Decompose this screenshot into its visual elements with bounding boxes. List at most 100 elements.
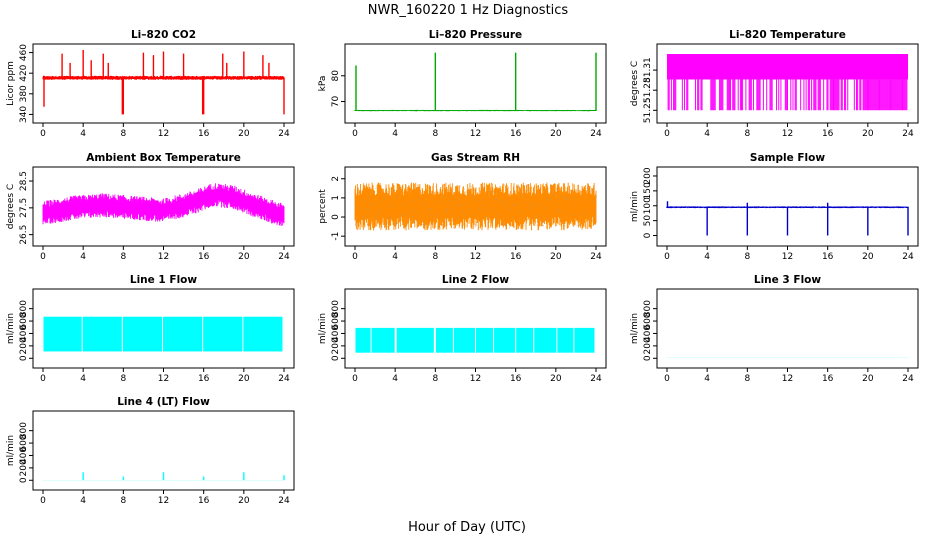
- x-tick-label: 16: [510, 252, 522, 262]
- y-tick-label: 0: [331, 214, 341, 220]
- x-tick-label: 4: [704, 374, 710, 384]
- x-tick-label: 4: [704, 129, 710, 139]
- y-tick-label: 200: [331, 337, 341, 354]
- y-tick-label: 460: [19, 44, 29, 61]
- x-tick-label: 12: [158, 129, 169, 139]
- x-tick-label: 24: [902, 374, 914, 384]
- x-tick-label: 24: [590, 252, 602, 262]
- series-l4: [42, 472, 285, 481]
- y-tick-label: 26.5: [19, 225, 29, 245]
- x-tick-label: 12: [782, 252, 793, 262]
- series-drops: [667, 79, 908, 111]
- x-tick-label: 8: [120, 129, 126, 139]
- series-spikes: [43, 50, 285, 115]
- x-tick-label: 0: [40, 496, 46, 506]
- series-block: [82, 316, 122, 352]
- y-tick-label: 800: [19, 422, 29, 439]
- series-sflow: [666, 201, 909, 236]
- y-axis-label: ml/min: [318, 313, 328, 344]
- series-block: [43, 316, 82, 352]
- series-spikes: [355, 52, 597, 111]
- x-tick-label: 12: [470, 252, 481, 262]
- series-block: [476, 327, 494, 353]
- series-spikes: [666, 201, 909, 236]
- series-block: [355, 327, 371, 353]
- series-press: [354, 52, 597, 112]
- x-tick-label: 16: [198, 252, 210, 262]
- y-tick-label: 1: [331, 195, 341, 201]
- x-tick-label: 24: [278, 496, 290, 506]
- panel-title: Ambient Box Temperature: [86, 152, 241, 164]
- x-tick-label: 0: [40, 129, 46, 139]
- x-tick-label: 12: [158, 496, 169, 506]
- series-block: [396, 327, 434, 353]
- y-tick-label: 600: [643, 312, 653, 329]
- x-tick-label: 4: [80, 496, 86, 506]
- series-line: [354, 109, 597, 112]
- x-tick-label: 24: [590, 129, 602, 139]
- y-tick-label: 27.5: [19, 198, 29, 218]
- x-tick-label: 8: [744, 252, 750, 262]
- x-tick-label: 8: [432, 374, 438, 384]
- x-tick-label: 20: [238, 496, 250, 506]
- x-tick-label: 20: [550, 374, 562, 384]
- y-tick-label: 150: [643, 182, 653, 199]
- y-tick-label: 400: [19, 325, 29, 342]
- x-axis-label: Hour of Day (UTC): [408, 520, 526, 535]
- panel-title: Li–820 Pressure: [429, 29, 522, 41]
- y-tick-label: 51.25: [643, 97, 653, 123]
- series-block: [243, 316, 283, 352]
- series-abox: [42, 183, 285, 226]
- series-co2: [42, 50, 285, 115]
- x-tick-label: 12: [782, 374, 793, 384]
- y-tick-label: 200: [643, 337, 653, 354]
- y-tick-label: 600: [331, 312, 341, 329]
- x-tick-label: 8: [120, 496, 126, 506]
- y-axis-label: ml/min: [630, 191, 640, 222]
- y-axis-label: percent: [318, 189, 328, 224]
- y-tick-label: 0: [331, 355, 341, 361]
- x-tick-label: 8: [432, 252, 438, 262]
- x-tick-label: 0: [352, 252, 358, 262]
- y-tick-label: 0: [19, 477, 29, 483]
- y-tick-label: 800: [331, 300, 341, 317]
- x-tick-label: 12: [782, 129, 793, 139]
- y-axis-label: degrees C: [630, 61, 640, 106]
- series-block: [534, 327, 557, 353]
- y-tick-label: 800: [19, 300, 29, 317]
- x-tick-label: 0: [40, 252, 46, 262]
- x-tick-label: 24: [278, 252, 290, 262]
- x-tick-label: 24: [278, 129, 290, 139]
- x-tick-label: 16: [198, 129, 210, 139]
- y-tick-label: 200: [19, 337, 29, 354]
- x-tick-label: 8: [120, 374, 126, 384]
- y-tick-label: 0: [643, 232, 653, 238]
- plot-frame: [656, 288, 919, 369]
- y-tick-label: 51.31: [643, 57, 653, 83]
- x-tick-label: 4: [392, 129, 398, 139]
- panel-ltemp: Li–820 Temperature 0 4 8 12 16 20 24 51.2551.285…: [630, 29, 919, 139]
- series-line: [354, 182, 597, 231]
- y-axis-label: degrees C: [6, 184, 16, 229]
- x-tick-label: 4: [80, 129, 86, 139]
- x-tick-label: 12: [470, 374, 481, 384]
- y-tick-label: 600: [19, 312, 29, 329]
- x-tick-label: 20: [550, 129, 562, 139]
- x-tick-label: 24: [278, 374, 290, 384]
- y-tick-label: 200: [19, 459, 29, 476]
- y-tick-label: 80: [331, 70, 341, 82]
- y-axis-label: ml/min: [6, 435, 16, 466]
- x-tick-label: 16: [510, 129, 522, 139]
- x-tick-label: 20: [238, 129, 250, 139]
- panel-abox: Ambient Box Temperature 0 4 8 12 16 20 24 26.5 27…: [6, 152, 295, 262]
- y-tick-label: 340: [19, 106, 29, 123]
- y-tick-label: 400: [643, 325, 653, 342]
- series-block: [435, 327, 453, 353]
- y-tick-label: 420: [19, 64, 29, 81]
